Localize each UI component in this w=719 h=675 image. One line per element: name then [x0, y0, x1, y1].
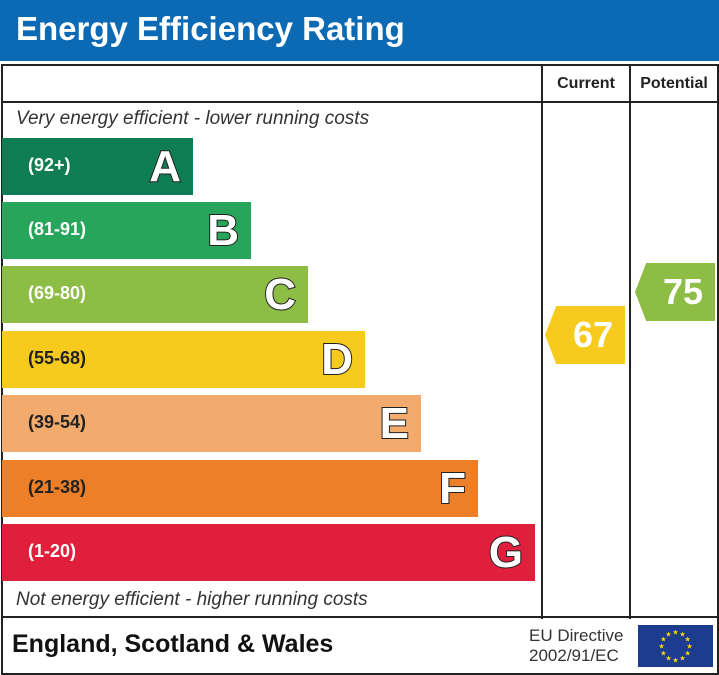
band-d: (55-68) D	[2, 331, 365, 388]
band-letter: E	[379, 398, 410, 449]
band-range: (39-54)	[28, 412, 87, 432]
eu-directive: EU Directive 2002/91/EC	[529, 626, 623, 666]
current-rating-value: 67	[572, 314, 613, 355]
band-c: (69-80) C	[2, 266, 308, 323]
band-a: (92+) A	[2, 138, 193, 195]
star-icon: ★	[672, 657, 678, 665]
band-g: (1-20) G	[2, 524, 535, 581]
potential-rating-value: 75	[662, 271, 703, 312]
current-header: Current	[557, 75, 615, 92]
star-icon: ★	[660, 636, 666, 644]
star-icon: ★	[665, 655, 671, 663]
region-label: England, Scotland & Wales	[12, 630, 334, 658]
star-icon: ★	[679, 655, 685, 663]
band-range: (81-91)	[28, 219, 87, 239]
eu-flag-icon: ★ ★ ★ ★ ★ ★ ★ ★ ★ ★ ★ ★	[638, 625, 713, 667]
band-letter: F	[438, 463, 467, 514]
band-b: (81-91) B	[2, 202, 251, 259]
star-icon: ★	[672, 629, 678, 637]
star-icon: ★	[665, 630, 671, 638]
title-bar: Energy Efficiency Rating	[0, 0, 719, 61]
current-rating-arrow: 67	[545, 306, 625, 364]
potential-rating-arrow: 75	[635, 263, 715, 321]
divider	[541, 64, 543, 619]
bottom-note: Not energy efficient - higher running co…	[16, 589, 368, 610]
potential-header: Potential	[640, 75, 708, 92]
star-icon: ★	[679, 630, 685, 638]
star-icon: ★	[686, 643, 692, 651]
directive-line1: EU Directive	[529, 626, 624, 645]
star-icon: ★	[658, 643, 664, 651]
band-range: (92+)	[28, 155, 71, 175]
star-icon: ★	[684, 650, 690, 658]
band-range: (21-38)	[28, 477, 87, 497]
band-letter: C	[263, 269, 297, 320]
divider	[1, 101, 719, 103]
band-letter: G	[488, 527, 524, 578]
star-icon: ★	[684, 636, 690, 644]
band-range: (55-68)	[28, 348, 87, 368]
top-note: Very energy efficient - lower running co…	[16, 108, 370, 129]
band-range: (69-80)	[28, 283, 87, 303]
band-letter: A	[148, 141, 182, 192]
band-letter: B	[206, 205, 240, 256]
divider	[629, 64, 631, 619]
band-range: (1-20)	[28, 541, 77, 561]
star-icon: ★	[660, 650, 666, 658]
band-e: (39-54) E	[2, 395, 421, 452]
directive-line2: 2002/91/EC	[529, 646, 619, 665]
divider	[1, 616, 719, 618]
band-f: (21-38) F	[2, 460, 478, 517]
band-letter: D	[320, 334, 354, 385]
chart-title: Energy Efficiency Rating	[16, 10, 405, 47]
